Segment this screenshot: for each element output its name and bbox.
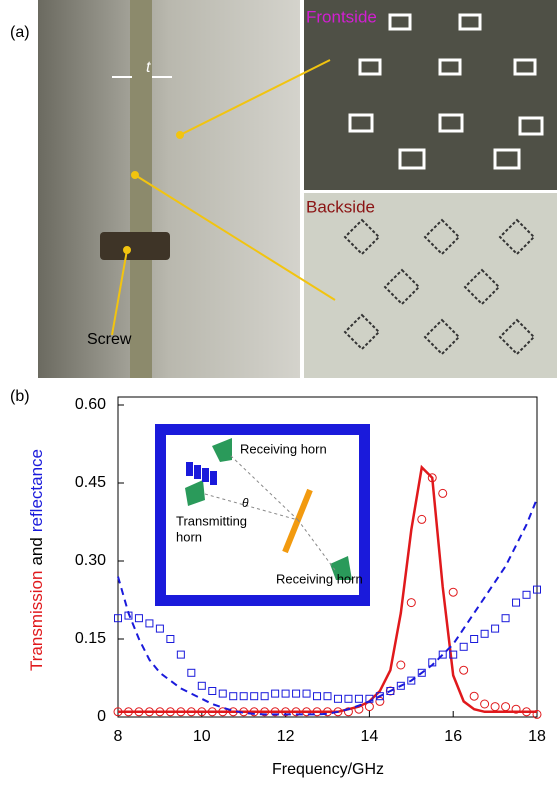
data-point bbox=[439, 489, 447, 497]
data-point bbox=[502, 703, 510, 711]
data-point bbox=[513, 599, 520, 606]
absorber bbox=[186, 462, 193, 476]
data-point bbox=[209, 688, 216, 695]
data-point bbox=[470, 692, 478, 700]
inset-label: θ bbox=[242, 496, 249, 510]
data-point bbox=[397, 661, 405, 669]
data-point bbox=[177, 651, 184, 658]
data-point bbox=[345, 695, 352, 702]
y-axis-title-part: reflectance bbox=[27, 449, 46, 532]
x-tick-label: 14 bbox=[361, 728, 379, 745]
y-tick-label: 0.30 bbox=[75, 552, 106, 569]
x-axis-title: Frequency/GHz bbox=[272, 761, 384, 778]
data-point bbox=[230, 693, 237, 700]
data-point bbox=[481, 630, 488, 637]
inset-label: horn bbox=[176, 529, 202, 544]
x-tick-label: 10 bbox=[193, 728, 211, 745]
x-tick-label: 12 bbox=[277, 728, 295, 745]
inset-label: Receiving horn bbox=[276, 571, 363, 586]
data-point bbox=[365, 703, 373, 711]
data-point bbox=[272, 690, 279, 697]
panel-label: (b) bbox=[10, 388, 30, 405]
data-point bbox=[460, 666, 468, 674]
data-point bbox=[188, 669, 195, 676]
data-point bbox=[481, 700, 489, 708]
y-tick-label: 0.60 bbox=[75, 396, 106, 413]
y-axis-title-part: Transmission bbox=[27, 571, 46, 671]
panel-label: (a) bbox=[10, 24, 30, 41]
data-point bbox=[449, 588, 457, 596]
data-point bbox=[135, 615, 142, 622]
x-tick-label: 8 bbox=[114, 728, 123, 745]
data-point bbox=[502, 615, 509, 622]
data-point bbox=[146, 620, 153, 627]
data-point bbox=[471, 636, 478, 643]
screw bbox=[100, 232, 170, 260]
data-point bbox=[376, 697, 384, 705]
y-axis-title: Transmission and reflectance bbox=[27, 449, 46, 671]
y-tick-label: 0 bbox=[97, 708, 106, 725]
data-point bbox=[240, 693, 247, 700]
data-point bbox=[156, 625, 163, 632]
x-tick-label: 18 bbox=[528, 728, 546, 745]
data-point bbox=[261, 693, 268, 700]
inset-label: Receiving horn bbox=[240, 441, 327, 456]
data-point bbox=[334, 695, 341, 702]
y-axis-title-part: and bbox=[27, 537, 46, 565]
data-point bbox=[355, 695, 362, 702]
data-point bbox=[314, 693, 321, 700]
data-point bbox=[251, 693, 258, 700]
backside-label: Backside bbox=[306, 197, 375, 216]
data-point bbox=[303, 690, 310, 697]
absorber bbox=[210, 471, 217, 485]
y-tick-label: 0.45 bbox=[75, 474, 106, 491]
data-point bbox=[219, 690, 226, 697]
data-point bbox=[523, 591, 530, 598]
data-point bbox=[293, 690, 300, 697]
absorber bbox=[194, 465, 201, 479]
plate-edge bbox=[130, 0, 152, 378]
data-point bbox=[418, 515, 426, 523]
data-point bbox=[167, 636, 174, 643]
figure: (a) t Frontside Backside Screw (b) Frequ… bbox=[0, 0, 557, 781]
x-tick-label: 16 bbox=[444, 728, 462, 745]
data-point bbox=[198, 682, 205, 689]
frontside-label: Frontside bbox=[306, 7, 377, 26]
absorber bbox=[202, 468, 209, 482]
data-point bbox=[407, 599, 415, 607]
panel-a: (a) t Frontside Backside Screw bbox=[10, 0, 557, 378]
screw-label: Screw bbox=[87, 331, 132, 348]
inset-label: Transmitting bbox=[176, 513, 247, 528]
data-point bbox=[460, 643, 467, 650]
thickness-label: t bbox=[146, 59, 151, 76]
y-tick-label: 0.15 bbox=[75, 630, 106, 647]
data-point bbox=[491, 703, 499, 711]
photo-side bbox=[38, 0, 300, 378]
data-point bbox=[282, 690, 289, 697]
data-point bbox=[324, 693, 331, 700]
data-point bbox=[492, 625, 499, 632]
